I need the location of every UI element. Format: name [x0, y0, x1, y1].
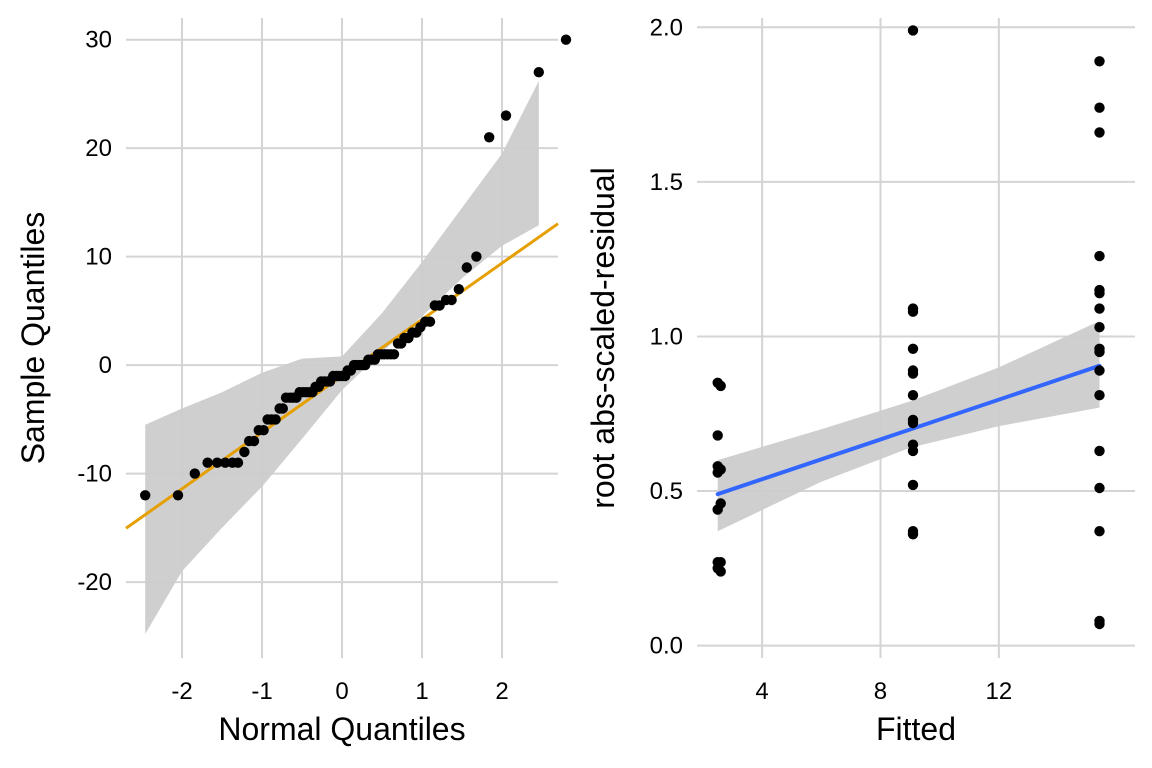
data-point [907, 368, 919, 379]
scale-location-panel: 4 8 12 0.0 0.5 1.0 1.5 2.0 Fitted root abs-scaled… [585, 14, 1135, 747]
data-point [424, 316, 436, 327]
data-point [277, 403, 288, 414]
data-point [560, 34, 572, 45]
data-point [1094, 618, 1105, 630]
x-axis-title: Normal Quantiles [218, 711, 465, 747]
y-tick-label: 0 [99, 352, 112, 379]
data-point [484, 132, 495, 143]
data-points [712, 25, 1105, 630]
y-tick-label: -10 [77, 461, 112, 488]
x-tick-label: 0 [335, 678, 348, 705]
data-point [212, 457, 223, 468]
x-tick-label: 4 [755, 678, 768, 705]
data-point [1094, 127, 1105, 138]
y-axis-title: Sample Quantiles [15, 212, 51, 465]
data-point [907, 343, 919, 354]
data-point [1094, 526, 1105, 537]
data-point [1094, 445, 1105, 457]
y-tick-label: 0.0 [650, 633, 683, 660]
data-point [712, 467, 723, 478]
y-tick-label: 2.0 [650, 14, 683, 41]
data-point [712, 504, 723, 515]
data-point [500, 110, 512, 121]
data-point [1094, 250, 1105, 262]
y-tick-label: 1.5 [650, 169, 683, 196]
data-point [220, 457, 231, 468]
confidence-band [145, 80, 539, 635]
data-point [1094, 390, 1105, 401]
data-point [239, 446, 250, 458]
data-point [712, 430, 723, 441]
y-tick-label: 0.5 [650, 478, 683, 505]
data-point [1094, 102, 1105, 113]
x-tick-label: -2 [171, 678, 192, 705]
data-point [1094, 365, 1105, 376]
data-point [202, 457, 213, 468]
x-tick-label: 1 [415, 678, 428, 705]
data-point [907, 390, 919, 401]
data-point [189, 468, 200, 479]
data-point [907, 417, 919, 429]
y-axis-title: root abs-scaled-residual [585, 167, 621, 509]
y-tick-label: 20 [85, 135, 112, 162]
data-point [248, 435, 260, 447]
x-tick-label: 2 [495, 678, 508, 705]
y-tick-label: -20 [77, 569, 112, 596]
x-tick-label: -1 [251, 678, 272, 705]
y-tick-label: 10 [85, 244, 112, 271]
data-point [533, 67, 544, 78]
data-point [715, 380, 726, 392]
x-tick-label: 12 [986, 678, 1013, 705]
data-point [172, 490, 184, 501]
data-point [715, 566, 726, 577]
data-point [1094, 482, 1105, 494]
data-point [1094, 322, 1105, 333]
data-point [907, 306, 919, 317]
data-point [907, 25, 919, 36]
data-point [232, 457, 244, 468]
data-point [1094, 346, 1105, 358]
data-point [140, 490, 151, 501]
confidence-band [717, 321, 1100, 532]
data-point [1094, 288, 1105, 299]
data-point [1094, 303, 1105, 314]
x-tick-label: 8 [874, 678, 887, 705]
data-point [471, 251, 482, 262]
data-point [446, 294, 457, 306]
data-point [907, 445, 919, 457]
data-point [461, 262, 472, 273]
y-tick-label: 30 [85, 27, 112, 54]
data-point [270, 414, 281, 425]
data-point [907, 479, 919, 491]
data-points [140, 34, 572, 501]
data-point [1094, 56, 1105, 67]
y-tick-label: 1.0 [650, 323, 683, 350]
data-point [453, 284, 464, 295]
gridlines [126, 18, 558, 658]
data-point [258, 425, 269, 436]
data-point [388, 349, 400, 360]
x-axis-title: Fitted [876, 711, 956, 747]
data-point [907, 529, 919, 540]
smooth-line [715, 363, 1102, 497]
